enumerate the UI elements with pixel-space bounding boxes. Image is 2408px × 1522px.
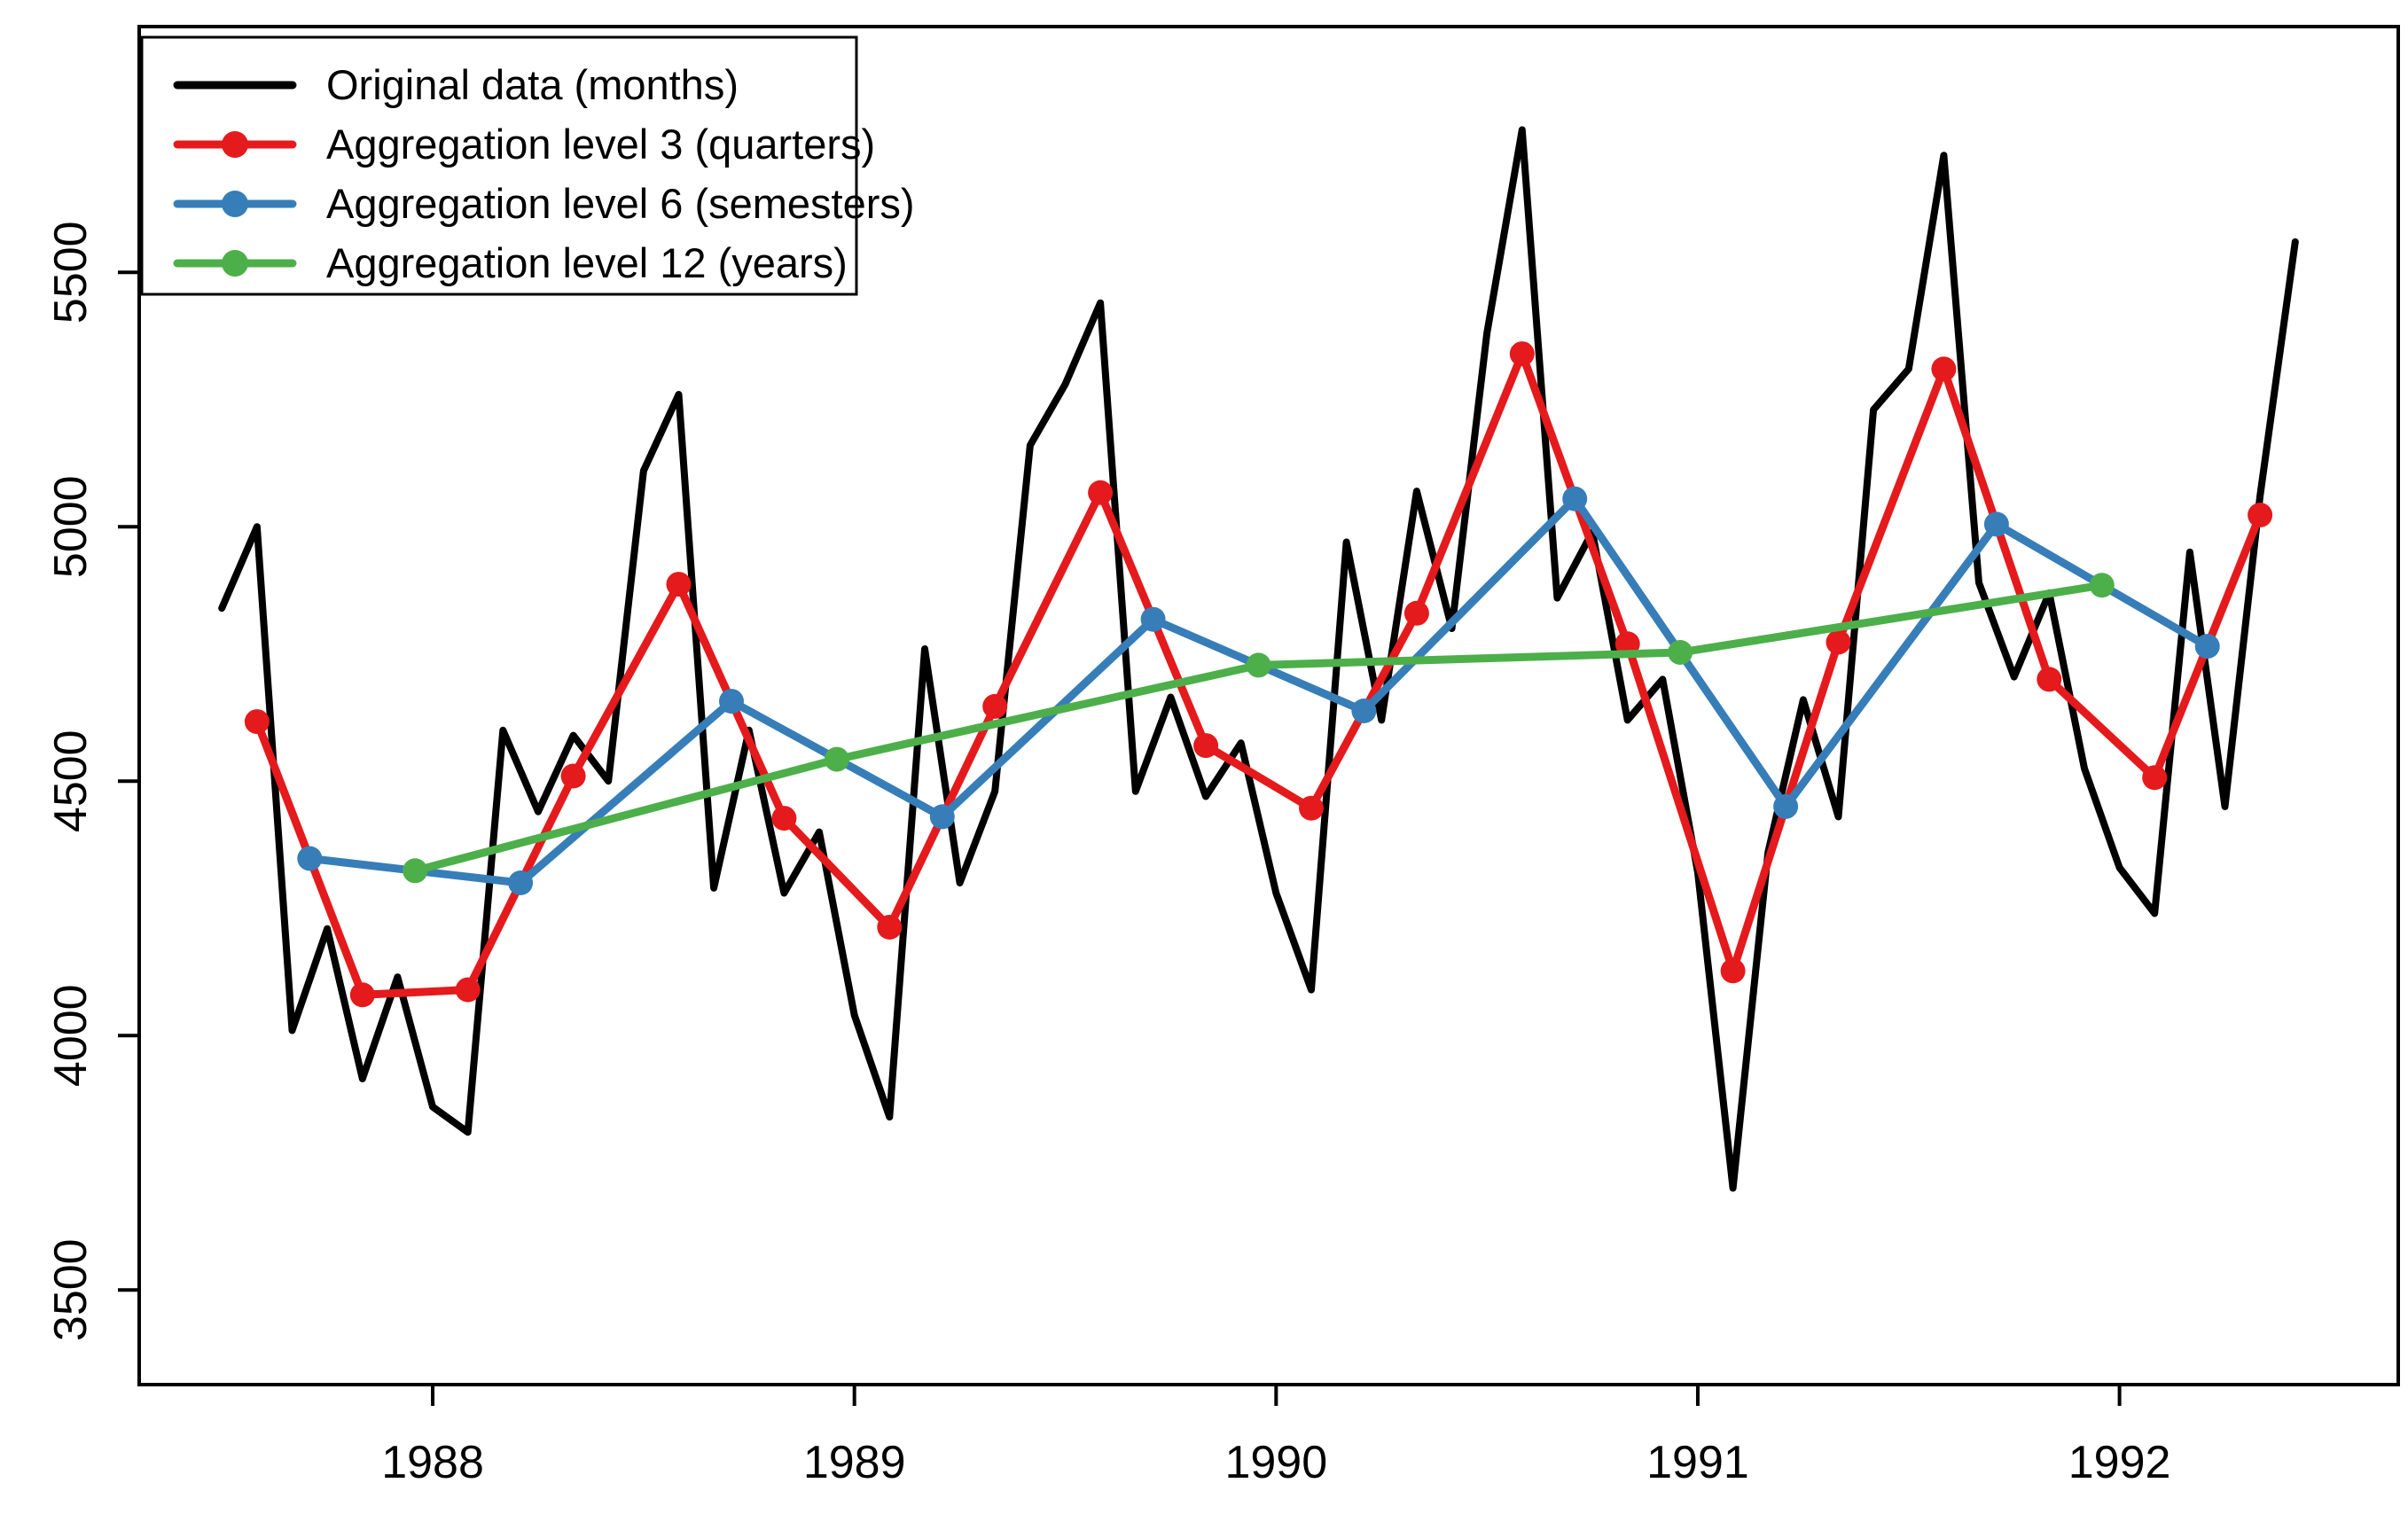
series-point-1 xyxy=(1826,629,1851,655)
legend-point-sample xyxy=(222,191,248,217)
series-point-3 xyxy=(824,746,849,772)
series-point-1 xyxy=(1088,480,1114,505)
legend-item-label: Aggregation level 3 (quarters) xyxy=(326,121,875,168)
legend-item-label: Aggregation level 12 (years) xyxy=(326,239,848,286)
series-line-1 xyxy=(253,349,2264,999)
series-line-0 xyxy=(218,126,2299,1192)
series-point-1 xyxy=(1931,356,1957,382)
x-tick-label: 1990 xyxy=(1224,1437,1327,1488)
y-tick-label: 4000 xyxy=(45,984,97,1087)
series-point-1 xyxy=(2248,503,2273,527)
series-point-2 xyxy=(297,846,323,871)
series-point-3 xyxy=(403,858,428,884)
series-point-1 xyxy=(1193,733,1219,759)
series-point-2 xyxy=(1983,511,2009,537)
y-tick-label: 5500 xyxy=(45,221,97,324)
series-point-2 xyxy=(719,689,744,714)
series-point-1 xyxy=(244,709,270,735)
series-point-3 xyxy=(2089,573,2115,598)
x-tick-label: 1992 xyxy=(2068,1437,2171,1488)
series-point-1 xyxy=(666,572,692,597)
y-tick-label: 3500 xyxy=(45,1238,97,1341)
series-point-1 xyxy=(1720,958,1746,984)
legend-item-label: Aggregation level 6 (semesters) xyxy=(326,180,915,227)
series-point-1 xyxy=(1403,600,1429,626)
plot-border xyxy=(137,25,2400,1386)
series-point-2 xyxy=(2194,634,2220,660)
y-tick-label: 5000 xyxy=(45,475,97,578)
series-point-1 xyxy=(560,763,586,789)
series-point-2 xyxy=(1773,793,1799,819)
series-point-1 xyxy=(771,806,797,831)
series-point-1 xyxy=(1299,795,1324,821)
series-point-1 xyxy=(2037,667,2062,692)
series-point-1 xyxy=(349,982,375,1008)
legend-box xyxy=(140,35,858,296)
series-point-2 xyxy=(508,870,534,895)
series-point-2 xyxy=(929,804,955,830)
legend-point-sample xyxy=(222,131,248,158)
series-point-1 xyxy=(1509,341,1535,367)
series-point-2 xyxy=(1140,606,1166,632)
series-point-3 xyxy=(1668,640,1693,665)
legend-point-sample xyxy=(222,250,248,277)
x-tick-label: 1991 xyxy=(1646,1437,1749,1488)
series-point-1 xyxy=(877,915,903,940)
x-tick-label: 1988 xyxy=(381,1437,484,1488)
series-point-1 xyxy=(982,693,1008,719)
series-point-1 xyxy=(2142,765,2168,791)
series-point-1 xyxy=(455,977,481,1003)
series-point-2 xyxy=(1562,486,1588,511)
legend-item-label: Original data (months) xyxy=(326,61,739,108)
y-tick-label: 4500 xyxy=(45,730,97,832)
x-tick-label: 1989 xyxy=(803,1437,906,1488)
series-point-2 xyxy=(1351,699,1377,723)
series-point-3 xyxy=(1246,652,1271,678)
